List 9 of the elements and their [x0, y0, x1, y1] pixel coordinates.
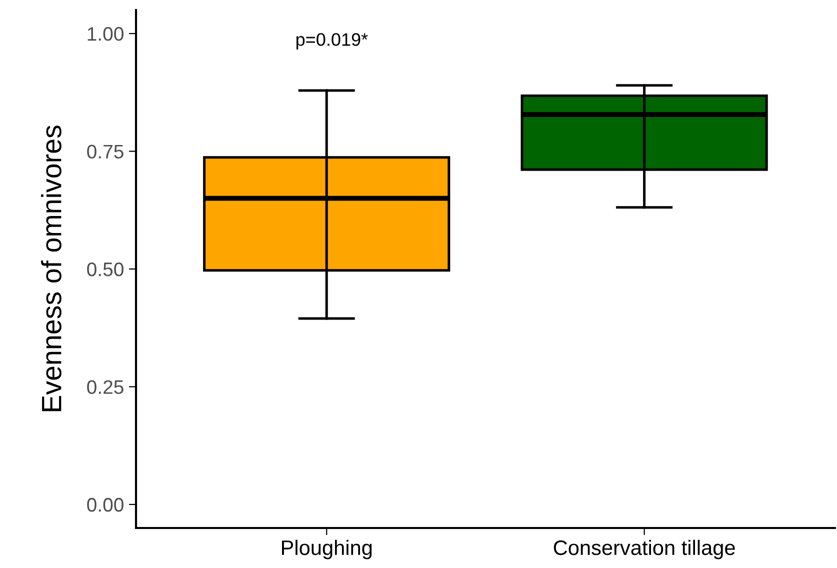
x-tick-label: Ploughing	[282, 540, 372, 560]
y-tick-label: 1.00	[88, 27, 124, 41]
annotation: p=0.019*	[296, 33, 368, 50]
y-tick-label: 0.25	[87, 380, 124, 394]
y-tick-label: 0.50	[87, 262, 124, 276]
y-axis-title: Evenness of omnivores	[41, 126, 62, 412]
y-tick-label: 0.75	[87, 144, 124, 159]
x-tick-label: Conservation tillage	[554, 540, 735, 560]
y-tick-label: 0.00	[87, 498, 124, 512]
